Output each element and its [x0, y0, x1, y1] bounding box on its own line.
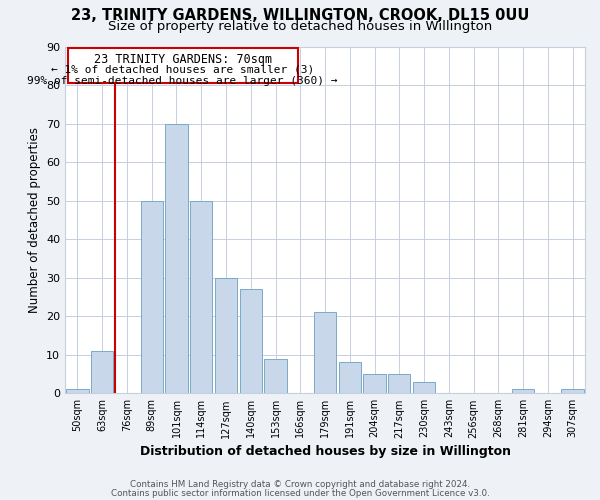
Text: Contains HM Land Registry data © Crown copyright and database right 2024.: Contains HM Land Registry data © Crown c…	[130, 480, 470, 489]
Bar	[215, 278, 237, 394]
Bar	[239, 290, 262, 394]
Bar	[166, 124, 188, 394]
Bar	[140, 200, 163, 394]
Text: 23 TRINITY GARDENS: 70sqm: 23 TRINITY GARDENS: 70sqm	[94, 53, 272, 66]
Bar	[364, 374, 386, 394]
Bar	[388, 374, 410, 394]
Bar	[91, 351, 113, 394]
FancyBboxPatch shape	[68, 48, 298, 83]
Bar	[562, 390, 584, 394]
Text: 99% of semi-detached houses are larger (360) →: 99% of semi-detached houses are larger (…	[28, 76, 338, 86]
Bar	[413, 382, 435, 394]
Text: Contains public sector information licensed under the Open Government Licence v3: Contains public sector information licen…	[110, 488, 490, 498]
Text: Size of property relative to detached houses in Willington: Size of property relative to detached ho…	[108, 20, 492, 33]
Bar	[338, 362, 361, 394]
Bar	[314, 312, 336, 394]
Text: 23, TRINITY GARDENS, WILLINGTON, CROOK, DL15 0UU: 23, TRINITY GARDENS, WILLINGTON, CROOK, …	[71, 8, 529, 22]
Text: ← 1% of detached houses are smaller (3): ← 1% of detached houses are smaller (3)	[51, 64, 314, 74]
X-axis label: Distribution of detached houses by size in Willington: Distribution of detached houses by size …	[140, 444, 511, 458]
Bar	[190, 200, 212, 394]
Bar	[512, 390, 534, 394]
Bar	[67, 390, 89, 394]
Bar	[265, 358, 287, 394]
Y-axis label: Number of detached properties: Number of detached properties	[28, 127, 41, 313]
